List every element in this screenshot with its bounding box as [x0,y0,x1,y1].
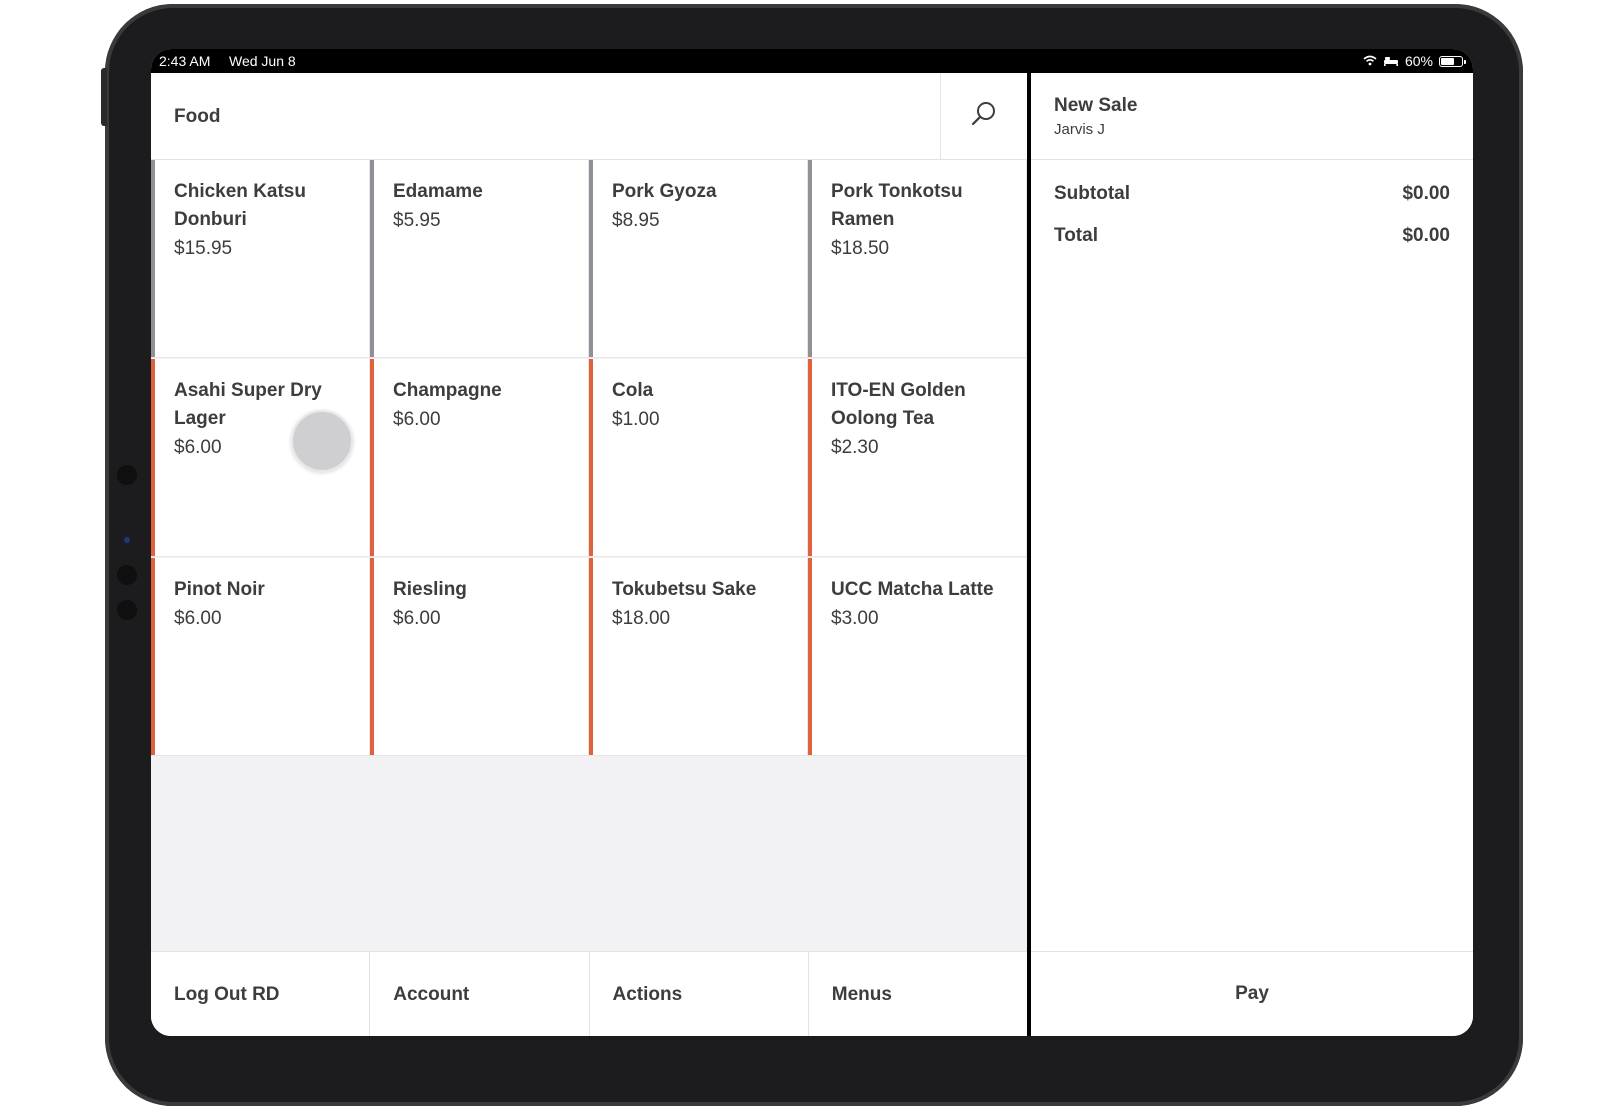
bed-icon [1383,53,1399,69]
item-price: $18.00 [612,608,671,629]
item-tile[interactable]: Pork Tonkotsu Ramen $18.50 [808,160,1027,358]
item-price: $18.50 [831,238,890,259]
item-name: Champagne [393,380,502,401]
item-name: Tokubetsu Sake [612,579,757,600]
account-button[interactable]: Account [370,952,590,1036]
menus-button[interactable]: Menus [809,952,1027,1036]
logout-button[interactable]: Log Out RD [151,952,371,1036]
items-panel: Food Chicken Katsu Donburi $15.95 Edamame… [151,73,1027,1036]
item-tile[interactable]: Edamame $5.95 [370,160,589,358]
item-tile[interactable]: Riesling $6.00 [370,558,589,756]
battery-percent: 60% [1404,53,1433,69]
item-tile[interactable]: UCC Matcha Latte $3.00 [808,558,1027,756]
item-price: $5.95 [393,210,441,231]
item-tile[interactable]: Tokubetsu Sake $18.00 [589,558,808,756]
subtotal-value: $0.00 [1402,183,1450,204]
item-tile[interactable]: Cola $1.00 [589,359,808,557]
item-tile[interactable]: ITO-EN Golden Oolong Tea $2.30 [808,359,1027,557]
item-price: $15.95 [174,238,233,259]
actions-label: Actions [612,984,683,1005]
search-button[interactable] [940,73,1027,159]
menus-label: Menus [831,984,892,1005]
item-name: Chicken Katsu Donburi [174,181,306,230]
battery-icon [1439,55,1466,67]
item-grid: Chicken Katsu Donburi $15.95 Edamame $5.95… [151,160,1027,757]
item-name: Cola [612,380,654,401]
total-label: Total [1054,225,1098,246]
camera-indicator [124,537,130,543]
camera-sensor [117,600,137,620]
item-tile[interactable]: Pork Gyoza $8.95 [589,160,808,358]
screen: 2:43 AM Wed Jun 8 60% Food Chicken Katsu… [151,49,1473,1036]
camera-sensor [117,565,137,585]
status-right: 60% [1363,53,1466,69]
subtotal-row: Subtotal $0.00 [1054,183,1450,205]
item-price: $1.00 [612,409,660,430]
total-row: Total $0.00 [1054,225,1450,247]
item-name: UCC Matcha Latte [831,579,994,600]
wifi-icon [1363,53,1377,69]
item-name: Pinot Noir [174,579,265,600]
item-tile[interactable]: Chicken Katsu Donburi $15.95 [151,160,370,358]
item-name: Edamame [393,181,483,202]
item-name: Asahi Super Dry Lager [174,380,322,429]
category-bar: Food [151,73,1027,160]
pane-divider [1027,73,1031,1036]
pay-label: Pay [1235,983,1269,1004]
hardware-button [101,68,107,126]
item-price: $6.00 [393,608,441,629]
total-value: $0.00 [1402,225,1450,246]
actions-button[interactable]: Actions [590,952,809,1036]
category-title: Food [174,106,221,127]
status-date: Wed Jun 8 [229,53,296,69]
item-price: $6.00 [174,437,222,458]
status-time: 2:43 AM [159,53,211,69]
logout-label: Log Out RD [174,984,280,1005]
item-tile[interactable]: Pinot Noir $6.00 [151,558,370,756]
item-name: Pork Gyoza [612,181,717,202]
sale-header: New Sale Jarvis J [1031,73,1473,160]
bottom-toolbar: Log Out RD Account Actions Menus [151,951,1027,1036]
sale-panel: New Sale Jarvis J Subtotal $0.00 Total $… [1031,73,1473,1036]
sale-title: New Sale [1054,95,1138,116]
pay-button[interactable]: Pay [1031,951,1473,1036]
item-tile[interactable]: Champagne $6.00 [370,359,589,557]
subtotal-label: Subtotal [1054,183,1130,204]
item-name: Riesling [393,579,467,600]
item-price: $2.30 [831,437,879,458]
item-name: Pork Tonkotsu Ramen [831,181,963,230]
item-name: ITO-EN Golden Oolong Tea [831,380,966,429]
camera-sensor [117,465,137,485]
item-tile[interactable]: Asahi Super Dry Lager $6.00 [151,359,370,557]
employee-name: Jarvis J [1054,121,1105,138]
account-label: Account [393,984,470,1005]
status-bar: 2:43 AM Wed Jun 8 60% [151,49,1473,73]
search-icon [970,100,998,133]
item-price: $6.00 [393,409,441,430]
item-price: $3.00 [831,608,879,629]
item-price: $6.00 [174,608,222,629]
item-price: $8.95 [612,210,660,231]
